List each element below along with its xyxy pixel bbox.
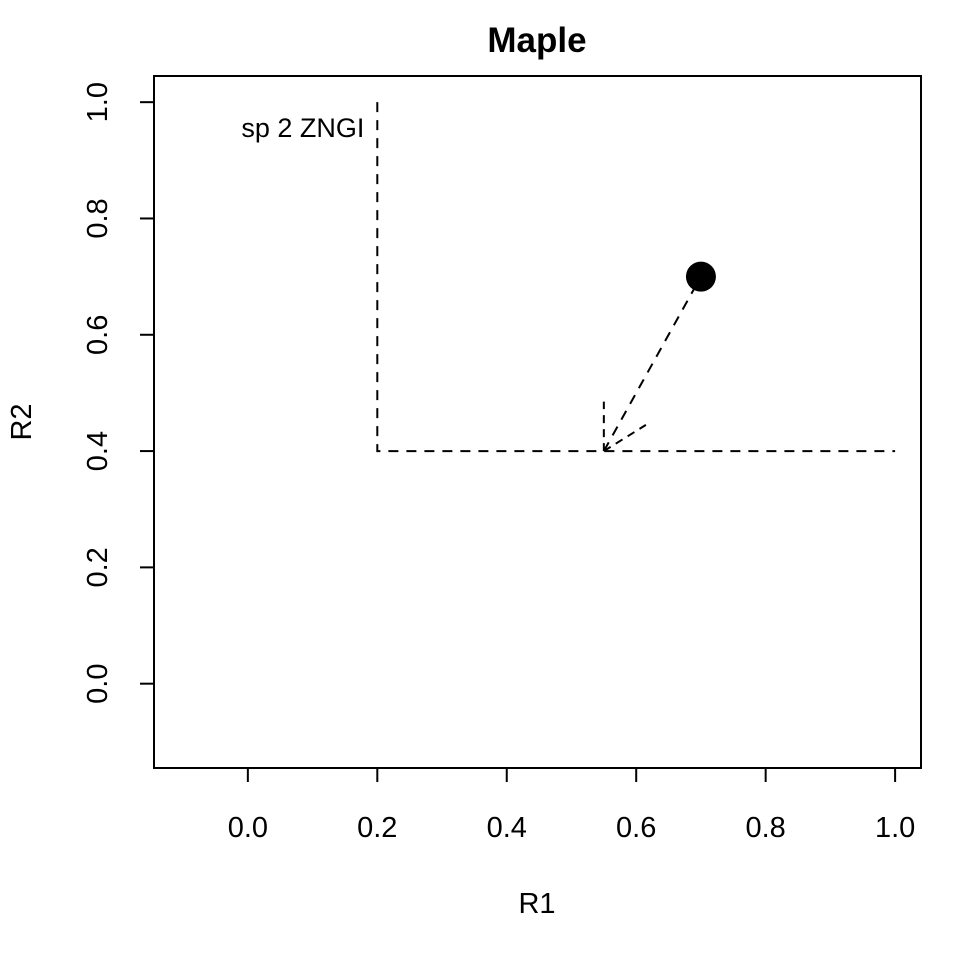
y-tick-label: 0.8 bbox=[82, 198, 114, 238]
chart-title: Maple bbox=[487, 21, 586, 60]
zngi-label: sp 2 ZNGI bbox=[241, 113, 364, 143]
x-tick-label: 0.8 bbox=[745, 812, 785, 844]
plot-frame bbox=[153, 75, 922, 769]
y-tick-label: 0.0 bbox=[82, 664, 114, 704]
y-tick-label: 0.4 bbox=[82, 431, 114, 471]
y-tick-label: 1.0 bbox=[82, 82, 114, 122]
consumption-vector bbox=[602, 276, 702, 452]
x-tick-label: 1.0 bbox=[875, 812, 915, 844]
x-axis-title: R1 bbox=[518, 888, 555, 920]
x-tick-label: 0.4 bbox=[487, 812, 527, 844]
x-tick-label: 0.0 bbox=[228, 812, 268, 844]
plot-marks bbox=[376, 102, 896, 453]
zngi-line bbox=[376, 102, 896, 453]
y-tick-label: 0.6 bbox=[82, 315, 114, 355]
x-axis: 0.0 0.2 0.4 0.6 0.8 1.0 bbox=[228, 767, 915, 844]
x-tick-label: 0.2 bbox=[357, 812, 397, 844]
supply-point bbox=[685, 261, 716, 292]
y-tick-label: 0.2 bbox=[82, 547, 114, 587]
y-axis: 0.0 0.2 0.4 0.6 0.8 1.0 bbox=[82, 82, 155, 704]
x-tick-label: 0.6 bbox=[616, 812, 656, 844]
vector-arrowhead bbox=[603, 424, 647, 452]
y-axis-title: R2 bbox=[6, 403, 38, 440]
